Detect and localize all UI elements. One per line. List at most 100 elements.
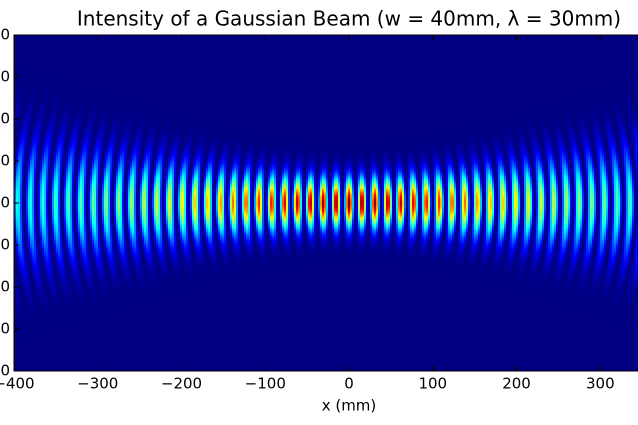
heat-column [446, 35, 449, 371]
heat-column [86, 35, 89, 371]
heat-column [302, 35, 305, 371]
heat-column [574, 35, 577, 371]
heat-column [156, 35, 159, 371]
heat-column [538, 35, 541, 371]
heat-column [494, 35, 497, 371]
heat-column [110, 35, 113, 371]
heat-column [120, 35, 123, 371]
heat-column [52, 35, 55, 371]
heat-column [426, 35, 429, 371]
heat-column [634, 35, 637, 371]
heat-column [162, 35, 165, 371]
heat-column [444, 35, 447, 371]
heat-column [560, 35, 563, 371]
heat-column [270, 35, 273, 371]
heat-column [498, 35, 501, 371]
heat-column [486, 35, 489, 371]
heat-column [160, 35, 163, 371]
y-tick-label: −50 [0, 236, 10, 254]
heat-column [210, 35, 213, 371]
y-tick-label: 100 [0, 110, 10, 128]
heat-column [586, 35, 589, 371]
heat-column [228, 35, 231, 371]
heat-column [380, 35, 383, 371]
heat-column [478, 35, 481, 371]
heat-column [220, 35, 223, 371]
heat-column [260, 35, 263, 371]
heat-column [336, 35, 339, 371]
heat-column [190, 35, 193, 371]
heat-column [636, 35, 638, 371]
x-tick-label: −300 [77, 375, 118, 393]
heat-column [330, 35, 333, 371]
heat-column [580, 35, 583, 371]
heat-column [274, 35, 277, 371]
heat-column [544, 35, 547, 371]
heat-column [378, 35, 381, 371]
heat-column [106, 35, 109, 371]
heat-column [398, 35, 401, 371]
heat-column [510, 35, 513, 371]
heat-column [572, 35, 575, 371]
heat-column [80, 35, 83, 371]
heat-column [346, 35, 349, 371]
heat-column [100, 35, 103, 371]
heat-column [112, 35, 115, 371]
heat-column [442, 35, 445, 371]
heat-column [124, 35, 127, 371]
heat-column [268, 35, 271, 371]
heat-column [146, 35, 149, 371]
heat-column [202, 35, 205, 371]
heat-column [306, 35, 309, 371]
heat-column [48, 35, 51, 371]
heat-column [316, 35, 319, 371]
heat-column [138, 35, 141, 371]
heat-column [328, 35, 331, 371]
heat-column [288, 35, 291, 371]
heat-column [70, 35, 73, 371]
heat-column [546, 35, 549, 371]
heat-column [368, 35, 371, 371]
heat-column [104, 35, 107, 371]
heat-column [56, 35, 59, 371]
heat-column [18, 35, 21, 371]
heat-column [626, 35, 629, 371]
heat-column [452, 35, 455, 371]
heat-column [474, 35, 477, 371]
heat-column [410, 35, 413, 371]
y-tick-label: 0 [0, 194, 10, 212]
heat-column [534, 35, 537, 371]
heat-column [256, 35, 259, 371]
heat-column [348, 35, 351, 371]
heat-column [558, 35, 561, 371]
heat-column [570, 35, 573, 371]
heat-column [392, 35, 395, 371]
heat-column [520, 35, 523, 371]
heat-column [60, 35, 63, 371]
heat-column [598, 35, 601, 371]
heat-column [462, 35, 465, 371]
heat-column [22, 35, 25, 371]
heat-column [492, 35, 495, 371]
heat-column [24, 35, 27, 371]
heat-column [554, 35, 557, 371]
heat-column [216, 35, 219, 371]
heat-column [320, 35, 323, 371]
x-tick-label: −100 [245, 375, 286, 393]
heat-column [608, 35, 611, 371]
heat-column [354, 35, 357, 371]
heat-column [170, 35, 173, 371]
heat-column [466, 35, 469, 371]
heat-column [522, 35, 525, 371]
heat-column [318, 35, 321, 371]
heat-column [404, 35, 407, 371]
heat-column [472, 35, 475, 371]
heat-column [352, 35, 355, 371]
heat-column [610, 35, 613, 371]
heat-column [396, 35, 399, 371]
heat-column [118, 35, 121, 371]
heat-column [530, 35, 533, 371]
heat-column [178, 35, 181, 371]
heat-column [168, 35, 171, 371]
heat-column [358, 35, 361, 371]
